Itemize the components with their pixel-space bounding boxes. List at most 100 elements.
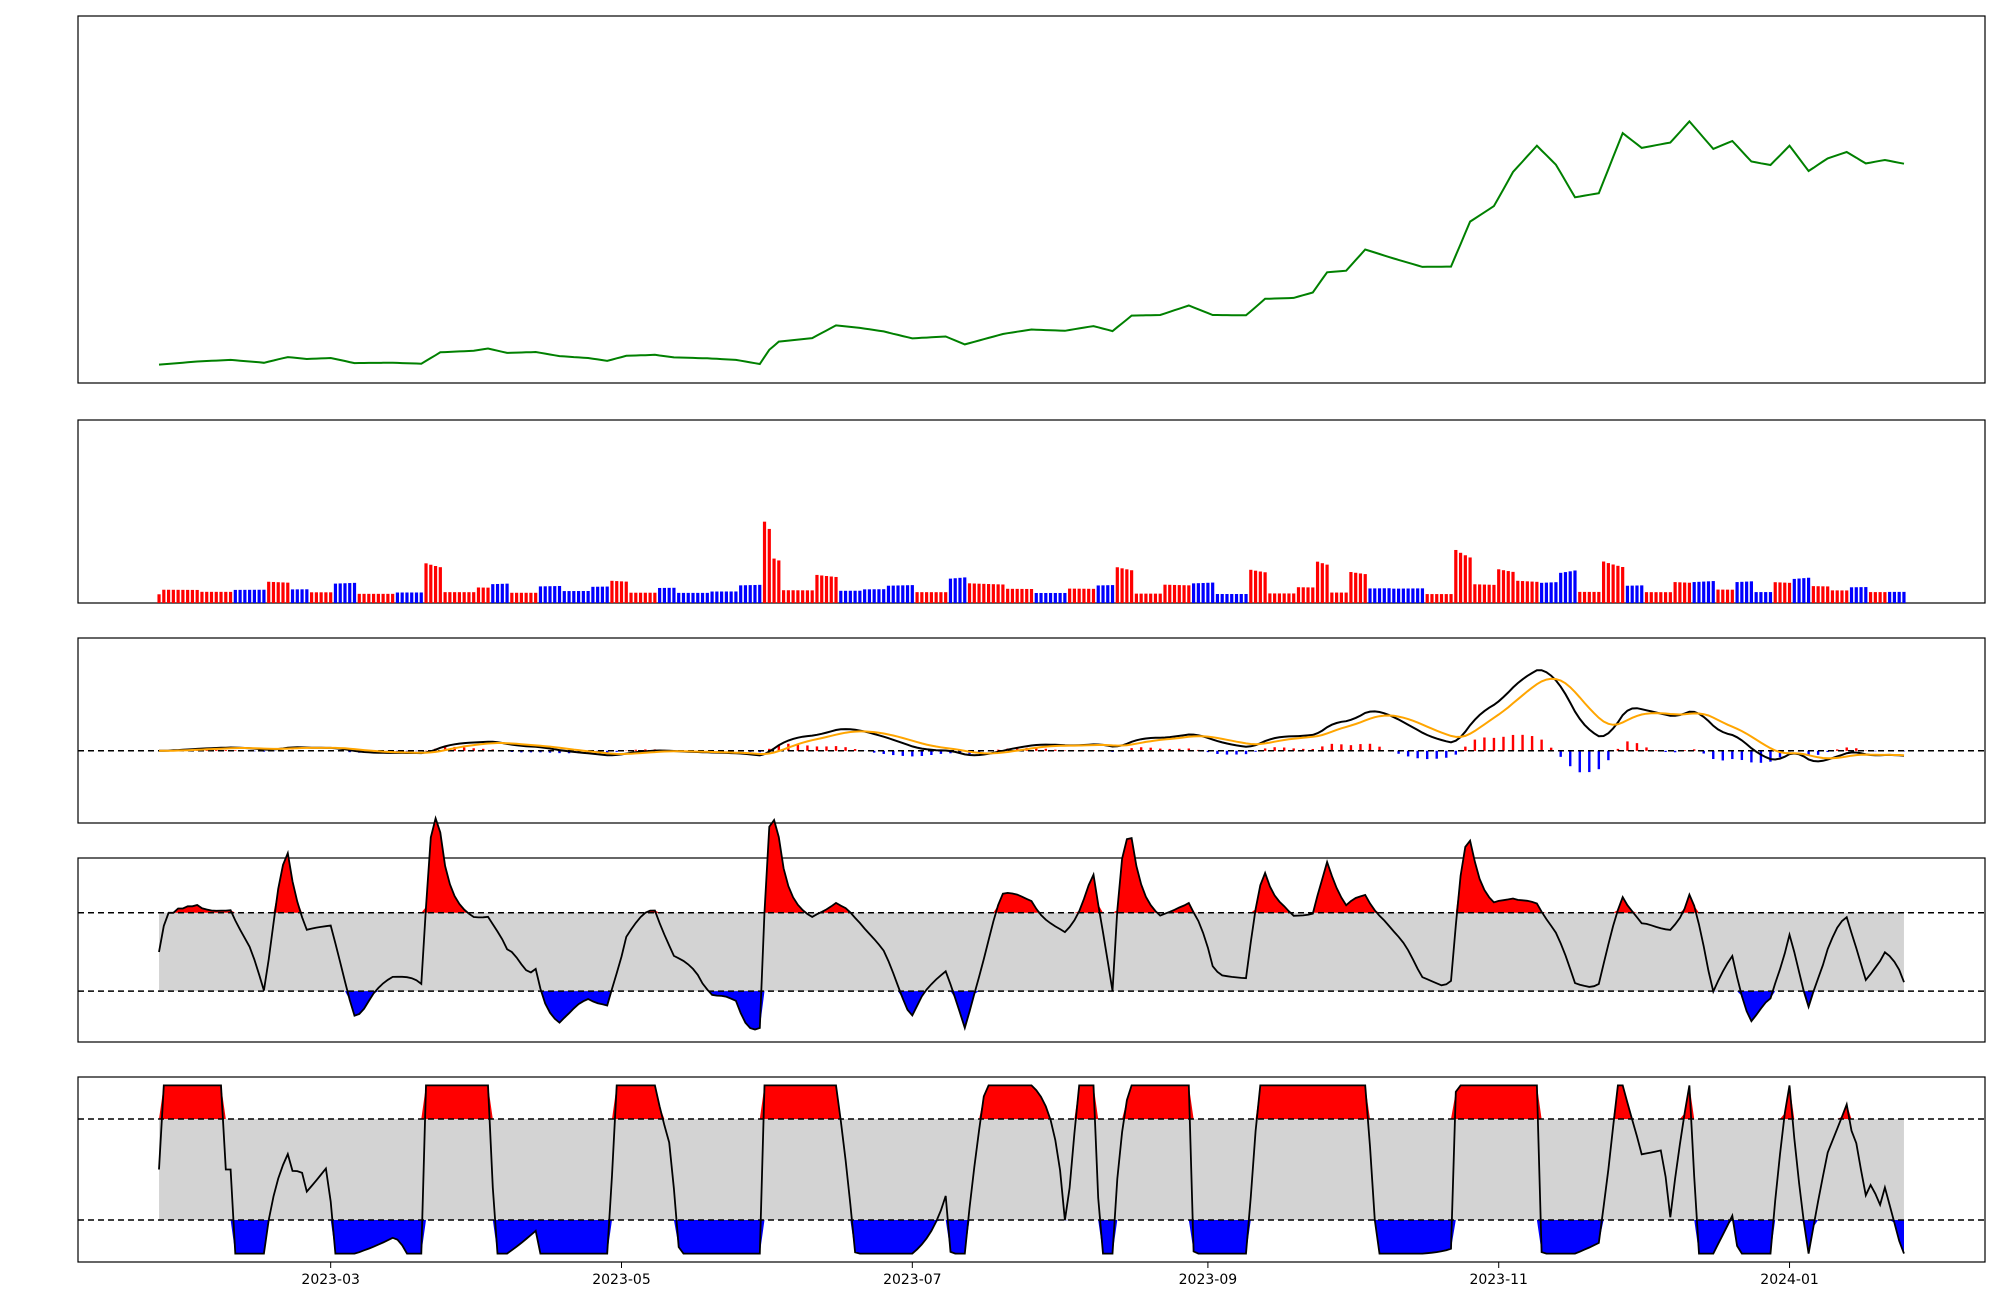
macd-histogram-bar [1159,748,1162,751]
volume-bar [734,591,738,603]
volume-bar [772,558,776,603]
volume-bar [925,592,929,603]
volume-bar [1253,570,1258,603]
volume-bar [739,585,743,603]
volume-bar [190,589,195,603]
volume-bar [1859,587,1863,603]
volume-bar [1029,589,1034,603]
volume-bar [1797,578,1801,603]
volume-bar [1358,573,1363,603]
macd-histogram-bar [539,750,542,753]
volume-bar [1368,588,1372,603]
cci-overbought-fill [159,818,1904,913]
volume-bar [553,586,557,603]
volume-bar [1053,592,1057,603]
volume-bar [834,576,838,603]
volume-bar [948,578,953,603]
volume-bar [476,587,481,603]
volume-bar [491,584,495,603]
macd-histogram-bar [1035,748,1038,751]
macd-histogram-bar [825,746,828,751]
macd-histogram-bar [644,749,647,751]
volume-bar [510,592,514,603]
macd-histogram-bar [472,748,475,751]
macd-histogram-bar [1368,743,1372,751]
macd-histogram-bar [234,750,237,751]
volume-bar [1063,592,1067,603]
volume-bar [858,590,862,603]
volume-bar [958,577,962,603]
macd-histogram-bar [930,750,933,755]
volume-bar [1840,590,1844,603]
volume-bar [1549,582,1553,603]
volume-bar [1139,593,1143,603]
volume-bar [1172,584,1177,603]
volume-bar [1220,594,1224,603]
macd-histogram-bar [1426,750,1429,760]
volume-bar [796,590,800,603]
volume-bar [986,584,991,603]
volume-bar [1387,588,1391,603]
volume-bar [939,592,943,603]
volume-bar [1802,578,1806,603]
volume-bar [1730,589,1734,603]
macd-histogram-bar [1521,734,1524,751]
macd-histogram-bar [1454,750,1458,755]
volume-bar [348,583,352,603]
volume-bar [1487,584,1491,603]
macd-histogram-bar [1769,750,1772,762]
volume-bar [1158,593,1162,603]
macd-histogram-bar [1330,743,1334,751]
macd-histogram-bar [1225,750,1229,755]
volume-bar [982,583,986,603]
volume-bar [1044,592,1048,603]
volume-bar [243,589,247,603]
volume-bar [1773,582,1777,603]
volume-bar [872,589,876,603]
macd-histogram-bar [1235,750,1238,755]
volume-bar [1416,588,1420,603]
cci-panel-frame [77,857,1986,1043]
volume-bar [1611,564,1615,603]
volume-bar [1106,585,1110,603]
volume-bar [810,590,814,603]
macd-histogram-bar [1750,750,1753,763]
x-tick-label: 2023-05 [592,1272,651,1288]
volume-bar [1482,584,1487,603]
volume-bar [162,589,166,603]
macd-histogram-bar [1807,750,1810,756]
volume-bar [867,589,872,603]
volume-bar [1201,582,1205,603]
macd-histogram-bar [920,750,924,756]
macd-histogram-bar [548,750,552,753]
volume-bar [329,592,333,603]
volume-bar [1873,592,1877,603]
macd-histogram-bar [1130,748,1133,751]
macd-histogram-bar [1302,748,1305,751]
volume-bar [1830,590,1835,603]
volume-bar [1244,594,1248,603]
volume-bar [367,593,371,603]
volume-bar [1396,588,1401,603]
volume-bar [1501,570,1506,603]
volume-bar [1807,577,1811,603]
volume-bar [381,593,385,603]
macd-histogram-bar [605,750,609,753]
macd-histogram-bar [1645,747,1648,751]
macd-histogram-bar [911,750,914,757]
macd-histogram-bar [939,750,943,754]
volume-bar [314,592,318,603]
volume-bar [677,592,681,603]
cci-line [158,815,1905,1031]
volume-bar [424,563,428,603]
volume-bar [453,592,457,603]
volume-bar [1897,591,1901,603]
volume-bar [1039,592,1043,603]
volume-bar [1196,583,1200,603]
macd-histogram-bar [1139,747,1143,751]
volume-bar [224,591,228,603]
macd-histogram-bar [443,747,447,751]
volume-bar [1854,587,1858,603]
macd-histogram-bar [1740,750,1744,761]
volume-bar [1006,588,1010,603]
